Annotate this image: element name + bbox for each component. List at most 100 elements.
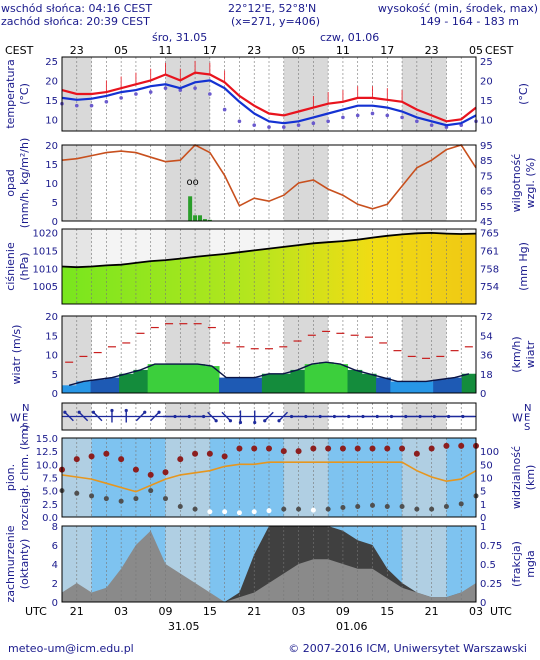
bottom-hour-label: 03 — [292, 605, 306, 618]
visibility-line — [61, 461, 477, 493]
y-axis-title: (hPa) — [18, 252, 31, 280]
y-tick-label: 2 — [52, 579, 58, 590]
y2-tick-label: 10 — [480, 115, 493, 126]
cloud-top-point — [384, 445, 391, 452]
y2-tick-label: 18 — [480, 370, 493, 381]
wind-direction-arrow — [150, 411, 160, 422]
day1-bottom-label: 31.05 — [168, 620, 200, 633]
y-tick-label: 1020 — [33, 229, 58, 240]
wind-direction-arrowhead — [202, 414, 206, 419]
cloud-base-point — [207, 509, 213, 515]
wind-direction-arrowhead — [404, 414, 408, 419]
wind-direction-arrow — [264, 411, 274, 422]
wind-direction-arrow — [207, 411, 217, 422]
bottom-hour-label: 03 — [114, 605, 128, 618]
perceived-temp-point — [163, 86, 168, 90]
night-band — [402, 145, 447, 221]
cloud-base-point — [384, 503, 390, 509]
wind-direction-arrowhead — [446, 414, 451, 419]
wind-direction-arrowhead — [332, 414, 336, 419]
night-band — [402, 438, 447, 517]
top-hour-label: 17 — [380, 44, 394, 57]
cloud-base-point — [340, 505, 346, 511]
cloud-top-point — [399, 445, 406, 452]
wind-speed-bar — [62, 385, 77, 393]
wind-direction-arrowhead — [143, 410, 147, 414]
perceived-temp-point — [326, 119, 330, 124]
top-hour-label: 17 — [203, 44, 217, 57]
y2-tick-label: 1 — [480, 522, 486, 533]
panel-6: 0 0 2 0.25 4 0.5 6 0.75 8 1 zachmurzenie (oktanty) (… — [4, 522, 537, 609]
panel-border — [61, 402, 477, 431]
dew-point-line — [61, 79, 477, 127]
y-tick-label: 12.5 — [36, 447, 58, 458]
wind-speed-bar — [147, 364, 163, 393]
bottom-hour-label: 15 — [203, 605, 217, 618]
cloud-base-point — [399, 503, 405, 509]
y-tick-label: 15 — [45, 331, 58, 342]
cloud-base-point — [325, 506, 331, 512]
wind-direction-arrow — [135, 411, 146, 422]
y-tick-label: 0 — [52, 598, 58, 609]
wind-direction-arrowhead — [214, 419, 218, 423]
wind-direction-arrowhead — [157, 410, 161, 414]
cloud-top-point — [325, 445, 332, 452]
y-tick-label: 15 — [45, 160, 58, 171]
y2-tick-label: 754 — [480, 282, 499, 293]
cloud-base-point — [443, 503, 449, 509]
wind-speed-bar — [404, 381, 420, 393]
cloud-base-point — [177, 503, 183, 509]
cloud-top-point — [236, 445, 243, 452]
cloud-top-point — [458, 442, 465, 449]
y2-tick-label: 10 — [480, 474, 493, 485]
temperature-line — [61, 71, 477, 123]
y-axis-title: rozciągł. chm. (km) — [18, 424, 31, 530]
cloud-top-point — [266, 445, 272, 452]
panel-1: oo 0 5 10 15 20 45 55 65 75 85 95 opad (mm/h, kg/m²/h… — [4, 138, 537, 229]
cloud-top-point — [73, 456, 80, 463]
perceived-temp-point — [341, 115, 345, 120]
wind-direction-arrowhead — [228, 419, 233, 423]
precip-bar — [188, 196, 193, 221]
cloud-base-point — [281, 506, 287, 512]
cloud-base-point — [118, 498, 124, 504]
y2-axis-title: wiatr — [524, 340, 537, 368]
wind-speed-bar — [190, 364, 206, 393]
footer-email[interactable]: meteo-um@icm.edu.pl — [8, 642, 134, 655]
perceived-temp-point — [119, 96, 123, 100]
y2-tick-label: 50 — [480, 460, 493, 471]
y2-tick-label: 100 — [480, 447, 499, 458]
y2-tick-label: 36 — [480, 351, 493, 362]
day2-bottom-label: 01.06 — [336, 620, 368, 633]
panel-3: 0 0 5 18 10 36 15 54 20 72 wiatr (m/s) (km/h) wiatr — [10, 312, 537, 400]
y-tick-label: 1010 — [33, 264, 58, 275]
cloud-base-point — [458, 501, 464, 507]
y-tick-label: 8 — [52, 522, 58, 533]
bottom-hour-label: 09 — [336, 605, 350, 618]
panel-border — [61, 525, 477, 603]
wind-speed-bar — [333, 364, 349, 393]
perceived-temp-point — [193, 86, 197, 90]
footer-copyright: © 2007-2016 ICM, Uniwersytet Warszawski — [288, 642, 527, 655]
wind-direction-arrowhead — [432, 414, 436, 419]
wind-direction-arrowhead — [461, 414, 465, 419]
wind-speed-bar — [90, 379, 106, 393]
perceived-temp-point — [104, 99, 109, 104]
cloud-base-point — [429, 506, 435, 512]
y-tick-label: 15.0 — [36, 434, 58, 445]
wind-direction-arrowhead — [304, 414, 308, 419]
cloud-top-point — [295, 448, 302, 455]
y2-axis-title: widzialność — [510, 446, 523, 509]
wind-speed-bar — [233, 377, 249, 393]
y-axis-title: opad — [4, 169, 17, 196]
perceived-temp-point — [311, 121, 316, 126]
y-tick-label: 7.5 — [42, 474, 58, 485]
y2-tick-label: 5 — [480, 487, 486, 498]
y-tick-label: 15 — [45, 96, 58, 107]
cloud-base-point — [414, 506, 420, 512]
cloud-base-point — [355, 503, 361, 509]
wind-speed-line — [68, 361, 470, 386]
cloud-base-point — [251, 509, 257, 515]
